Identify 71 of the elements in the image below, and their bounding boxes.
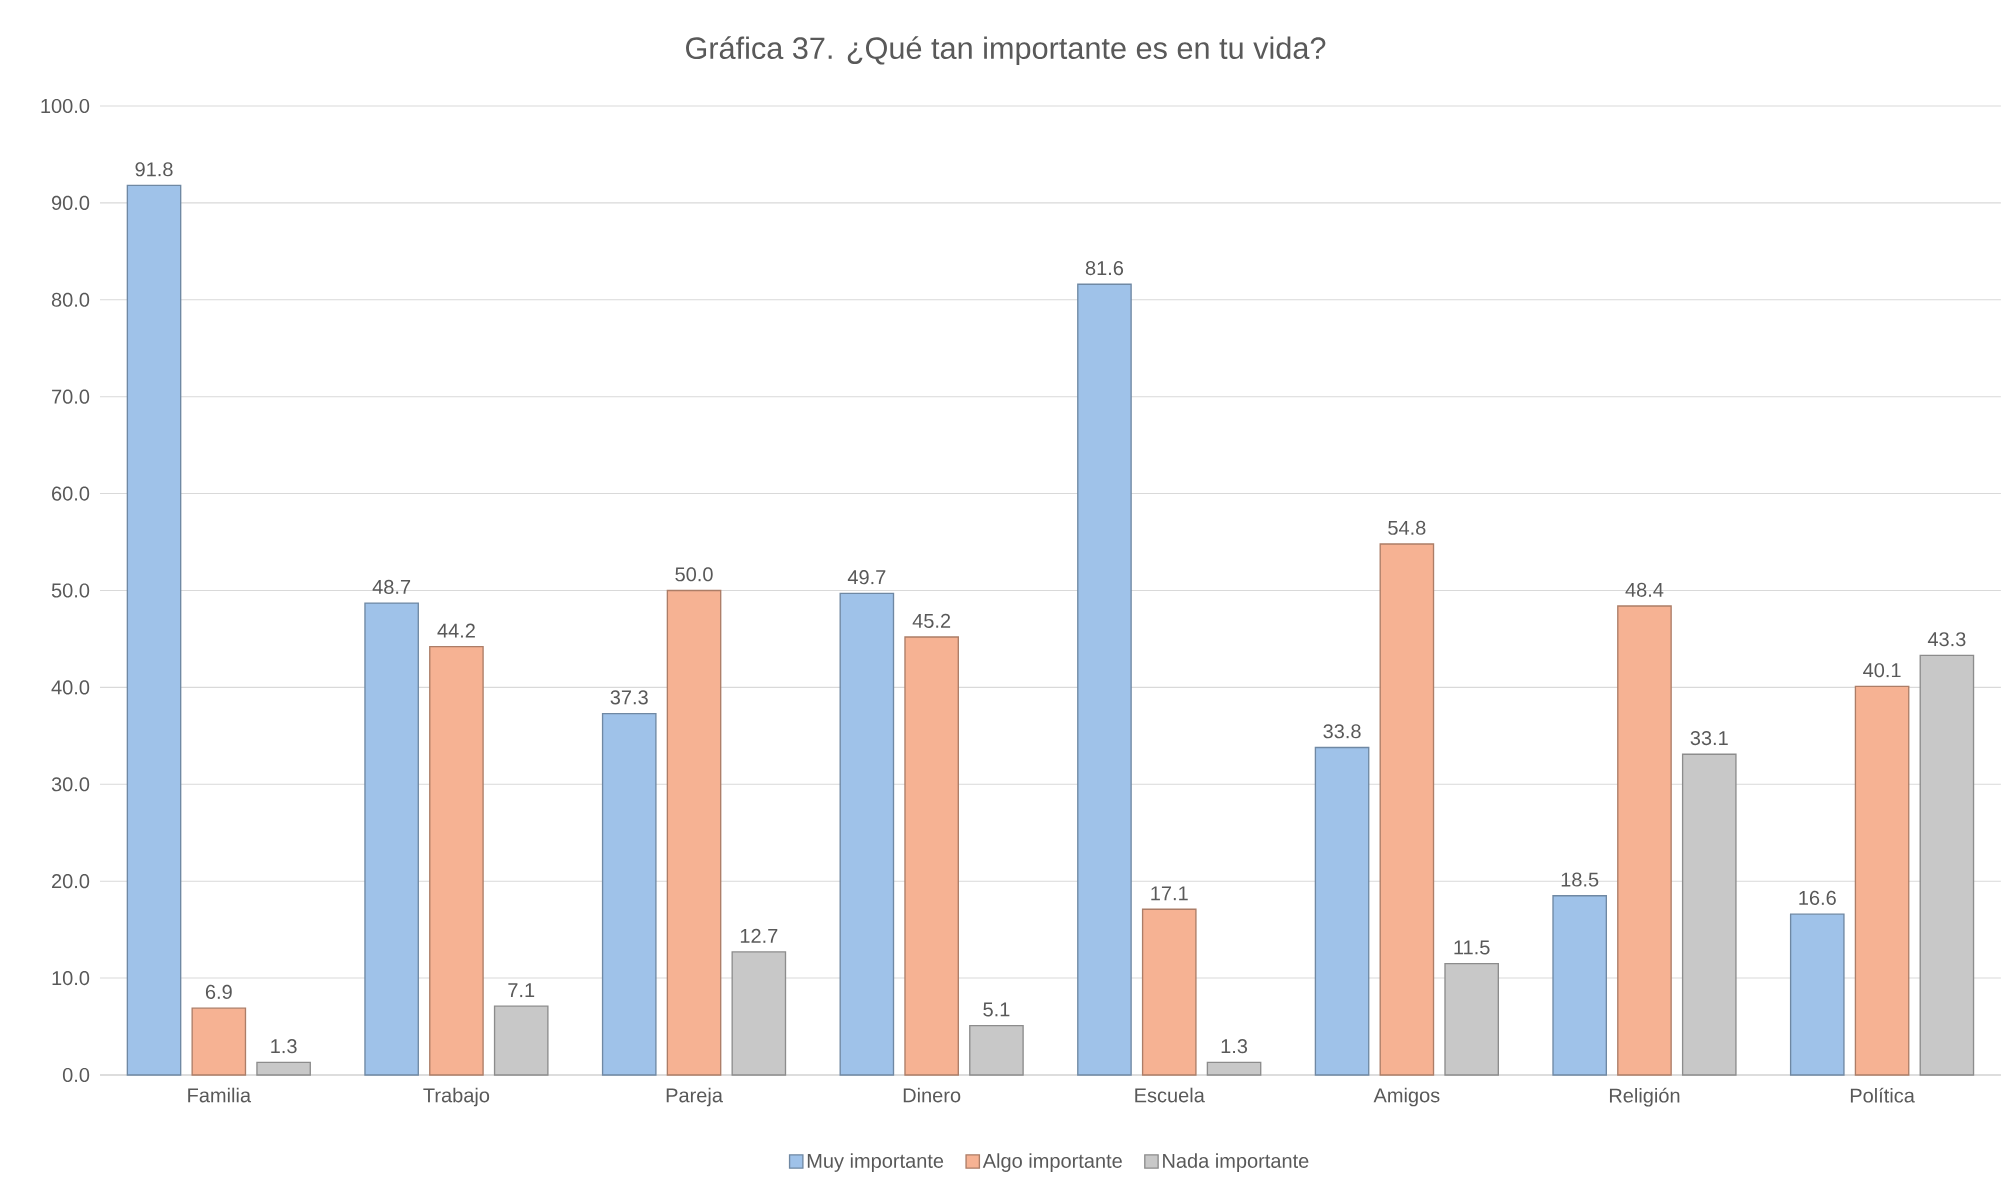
y-tick-label: 50.0: [51, 583, 90, 598]
x-tick-label: Pareja: [666, 1087, 723, 1107]
bar: [191, 1007, 247, 1076]
data-label: 44.2: [437, 623, 475, 638]
y-tick-label: 60.0: [52, 486, 90, 501]
bar: [1314, 746, 1370, 1076]
y-tick-label: 70.0: [52, 389, 90, 404]
data-label: 43.3: [1927, 632, 1966, 647]
x-tick-label: Familia: [188, 1087, 252, 1103]
bar: [364, 602, 419, 1076]
y-tick-label: 100.0: [41, 98, 90, 114]
x-tick-label: Religión: [1609, 1087, 1680, 1107]
x-tick-label: Dinero: [903, 1087, 961, 1103]
data-label: 1.3: [271, 1039, 297, 1054]
bar: [601, 712, 657, 1076]
bar: [1552, 895, 1608, 1076]
bar: [666, 589, 722, 1076]
data-label: 48.7: [372, 579, 411, 594]
bar: [1077, 283, 1132, 1076]
bar: [969, 1024, 1024, 1076]
bar: [1854, 685, 1910, 1076]
chart-title: Gráfica 37. ¿Qué tan importante es en tu vida?: [686, 36, 1326, 66]
y-tick-label: 20.0: [52, 874, 90, 889]
y-tick-label: 10.0: [52, 971, 90, 986]
data-label: 37.3: [610, 690, 648, 705]
data-label: 7.1: [508, 983, 535, 998]
bar: [731, 951, 787, 1076]
data-label: 6.9: [205, 984, 232, 1000]
x-tick-label: Trabajo: [423, 1087, 490, 1107]
bar: [1789, 913, 1845, 1076]
bar: [1141, 908, 1197, 1076]
data-label: 1.3: [1221, 1039, 1248, 1054]
data-label: 5.1: [983, 1002, 1010, 1017]
y-tick-label: 40.0: [51, 680, 90, 695]
data-label: 48.4: [1625, 582, 1664, 597]
legend-label: Algo importante: [982, 1153, 1122, 1172]
bar: [126, 184, 182, 1076]
bar: [256, 1061, 311, 1076]
data-label: 18.5: [1561, 872, 1599, 887]
x-tick-label: Política: [1850, 1087, 1915, 1103]
y-tick-label: 80.0: [51, 292, 90, 307]
data-label: 17.1: [1151, 886, 1188, 901]
data-label: 12.7: [740, 928, 778, 943]
data-label: 45.2: [912, 613, 951, 628]
data-label: 91.8: [135, 162, 173, 177]
legend-label: Muy importante: [807, 1153, 944, 1172]
bar: [1919, 654, 1975, 1076]
bar: [1681, 753, 1737, 1076]
bar: [904, 636, 959, 1076]
bar: [1617, 605, 1672, 1076]
bar: [493, 1005, 549, 1076]
legend-label: Nada importante: [1163, 1153, 1309, 1172]
bar: [839, 592, 895, 1076]
data-label: 49.7: [847, 570, 886, 585]
data-label: 50.0: [675, 567, 713, 582]
bar: [1379, 543, 1435, 1076]
data-label: 54.8: [1388, 520, 1426, 535]
y-tick-label: 30.0: [51, 777, 90, 792]
y-tick-label: 0.0: [62, 1067, 90, 1083]
data-label: 40.1: [1863, 663, 1901, 678]
data-label: 81.6: [1085, 261, 1124, 276]
data-label: 16.6: [1799, 890, 1836, 906]
data-label: 11.5: [1454, 940, 1490, 955]
x-tick-label: Amigos: [1373, 1087, 1440, 1107]
bar: [1444, 962, 1499, 1076]
data-label: 33.8: [1323, 724, 1361, 739]
y-tick-label: 90.0: [51, 195, 90, 210]
x-tick-label: Escuela: [1135, 1087, 1205, 1103]
bar: [1206, 1061, 1262, 1076]
data-label: 33.1: [1690, 730, 1728, 746]
bar: [429, 646, 484, 1076]
